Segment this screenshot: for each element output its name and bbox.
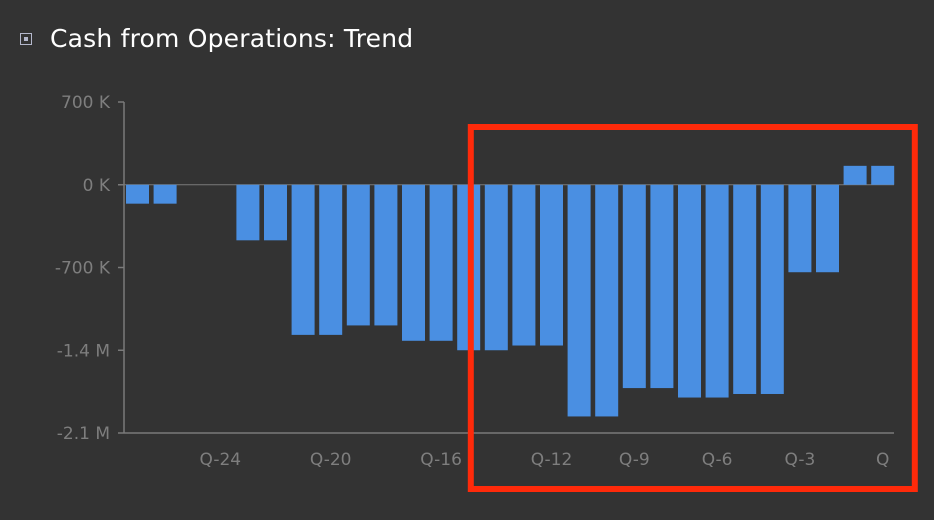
y-tick-label: -1.4 M [57,341,110,361]
bar[interactable] [871,165,895,185]
bar[interactable] [291,184,315,335]
bar[interactable] [374,184,398,326]
y-tick-label: -2.1 M [57,424,110,444]
bar[interactable] [843,165,867,185]
bar[interactable] [153,184,177,204]
bar[interactable] [678,184,701,398]
bar[interactable] [733,184,757,394]
x-tick-label: Q-9 [619,450,650,470]
y-tick-label: 0 K [83,176,111,196]
x-tick-label: Q-12 [531,450,573,470]
collapse-icon[interactable] [20,33,32,45]
bar[interactable] [346,184,370,326]
bar[interactable] [567,184,591,417]
bar[interactable] [402,184,425,341]
bar[interactable] [650,184,674,389]
bar[interactable] [319,184,343,335]
y-tick-label: 700 K [61,93,111,113]
bar[interactable] [595,184,619,417]
bar[interactable] [540,184,563,346]
bar[interactable] [429,184,453,341]
bar[interactable] [760,184,784,394]
x-tick-label: Q-20 [310,450,352,470]
widget-header: Cash from Operations: Trend [20,20,413,56]
bar[interactable] [622,184,646,389]
x-tick-label: Q-16 [420,450,462,470]
bar[interactable] [236,184,260,241]
chart-title: Cash from Operations: Trend [50,23,414,53]
bar[interactable] [264,184,287,241]
x-tick-label: Q-6 [702,450,733,470]
bar[interactable] [126,184,149,204]
x-tick-label: Q [876,450,889,470]
bar[interactable] [484,184,508,351]
bar[interactable] [705,184,729,398]
bar[interactable] [512,184,536,346]
x-tick-label: Q-24 [199,450,241,470]
bar[interactable] [788,184,812,273]
x-tick-label: Q-3 [784,450,815,470]
bar[interactable] [816,184,839,273]
highlight-box [467,124,918,492]
y-tick-label: -700 K [55,259,111,279]
